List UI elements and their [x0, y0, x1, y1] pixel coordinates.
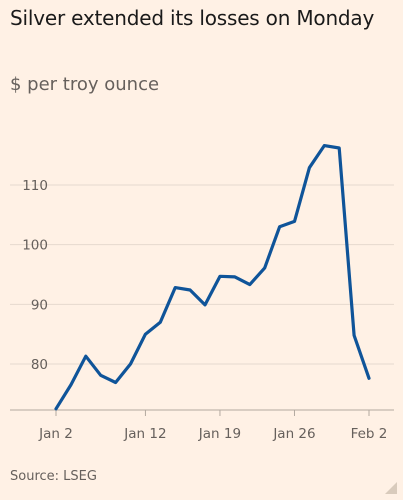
y-tick-label: 110	[22, 178, 48, 194]
series-lines	[54, 144, 371, 411]
y-tick-label: 80	[31, 357, 48, 373]
y-tick-label: 100	[22, 238, 48, 254]
y-tick-label: 90	[31, 297, 48, 313]
line-chart: 80 90 100 110 Jan 2 Jan 12 Jan 19 Jan 26 Feb 2	[10, 144, 394, 442]
x-tick-label: Jan 19	[198, 426, 241, 442]
source-note: Source: LSEG	[10, 469, 97, 484]
chart-subtitle: $ per troy ounce	[10, 74, 160, 95]
resize-corner-icon	[385, 482, 397, 494]
y-axis-tick-labels: 80 90 100 110	[22, 178, 48, 373]
x-tick-label: Jan 26	[272, 426, 315, 442]
x-tick-label: Jan 12	[123, 426, 166, 442]
x-tick-label: Feb 2	[351, 426, 388, 442]
x-axis: Jan 2 Jan 12 Jan 19 Jan 26 Feb 2	[10, 409, 394, 442]
silver-price-line	[54, 144, 371, 411]
gridlines	[10, 184, 394, 365]
x-tick-label: Jan 2	[38, 426, 73, 442]
chart-title: Silver extended its losses on Monday	[10, 6, 375, 30]
